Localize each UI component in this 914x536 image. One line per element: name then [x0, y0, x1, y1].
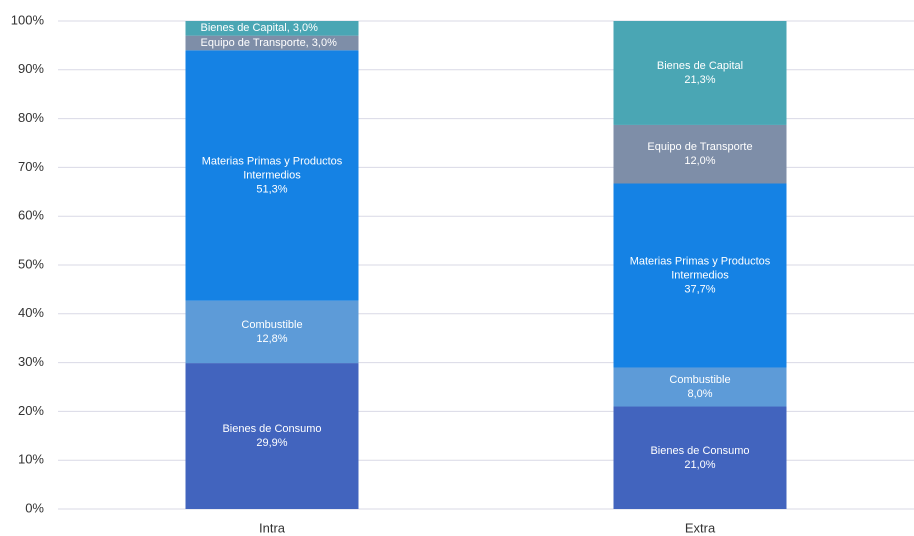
x-tick-label: Intra: [259, 520, 286, 535]
value-label: 37,7%: [684, 283, 715, 295]
series-name: Bienes de Capital: [657, 60, 743, 72]
series-name: Combustible: [241, 319, 302, 331]
y-tick-label: 20%: [18, 403, 44, 418]
value-label: 21,0%: [684, 459, 715, 471]
value-label: 8,0%: [687, 388, 712, 400]
y-tick-label: 60%: [18, 208, 44, 223]
value-label: 12,0%: [684, 155, 715, 167]
value-label: 29,9%: [256, 437, 287, 449]
y-tick-label: 30%: [18, 354, 44, 369]
data-label: Bienes de Capital 21,3%: [657, 60, 743, 86]
data-label: Combustible 12,8%: [241, 319, 302, 345]
bar-segment: [185, 300, 359, 364]
bar-segment: [185, 363, 359, 509]
value-label: 21,3%: [684, 74, 715, 86]
bar-segment: [185, 21, 359, 36]
bar-segment: [613, 21, 787, 125]
series-name: Combustible: [669, 374, 730, 386]
series-name-line: Materias Primas y Productos: [630, 255, 771, 267]
series-name: Bienes de Consumo: [222, 423, 321, 435]
y-tick-label: 80%: [18, 110, 44, 125]
bar-segment: [185, 50, 359, 301]
value-label: 51,3%: [256, 183, 287, 195]
x-tick-label: Extra: [685, 520, 716, 535]
y-tick-label: 40%: [18, 305, 44, 320]
data-label: Bienes de Capital, 3,0%: [201, 22, 319, 34]
data-label: Materias Primas y Productos Intermedios 37…: [630, 255, 771, 295]
series-name: Equipo de Transporte: [647, 141, 752, 153]
series-name-line: Intermedios: [243, 169, 301, 181]
bar-segment: [613, 406, 787, 509]
data-label: Equipo de Transporte 12,0%: [647, 141, 752, 167]
bar-segment: [613, 367, 787, 407]
data-label: Equipo de Transporte, 3,0%: [201, 37, 338, 49]
y-tick-label: 90%: [18, 61, 44, 76]
y-tick-label: 0%: [25, 500, 44, 515]
data-label: Bienes de Consumo 29,9%: [222, 423, 321, 449]
data-label: Materias Primas y Productos Intermedios 51…: [202, 155, 343, 195]
series-name-line: Materias Primas y Productos: [202, 155, 343, 167]
y-tick-label: 10%: [18, 452, 44, 467]
series-name-line: Intermedios: [671, 269, 729, 281]
series-name: Bienes de Consumo: [650, 445, 749, 457]
data-label: Bienes de Consumo 21,0%: [650, 445, 749, 471]
bar-segment: [185, 35, 359, 51]
bar-segment: [613, 183, 787, 368]
y-tick-label: 100%: [11, 12, 45, 27]
y-tick-label: 50%: [18, 256, 44, 271]
series-name: Materias Primas y Productos Intermedios: [630, 255, 771, 281]
value-label: 12,8%: [256, 333, 287, 345]
y-tick-label: 70%: [18, 159, 44, 174]
bar-segment: [613, 124, 787, 184]
data-label: Combustible 8,0%: [669, 374, 730, 400]
series-name: Materias Primas y Productos Intermedios: [202, 155, 343, 181]
